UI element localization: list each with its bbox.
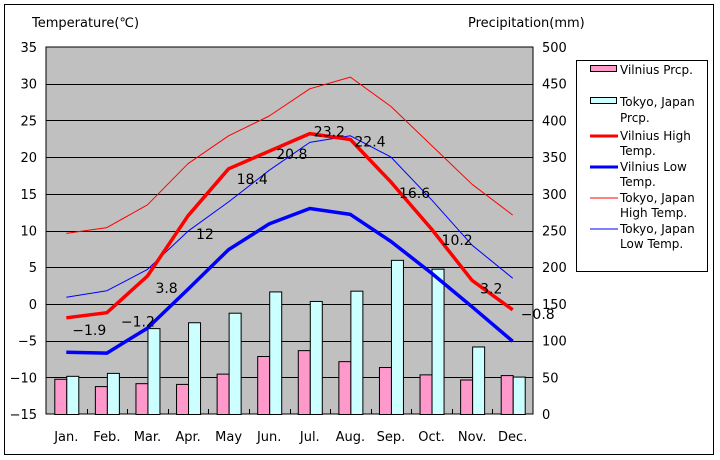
line-vilnius-low-temp- — [66, 206, 514, 355]
data-label: −1.9 — [72, 323, 106, 339]
plot-area — [45, 46, 534, 415]
left-axis-title: Temperature(℃) — [31, 16, 139, 31]
left-axis-ticks: 35 30 25 20 15 10 5 0 −5 −10 −15 — [10, 41, 37, 423]
right-tick-label: 50 — [542, 371, 559, 386]
right-tick-label: 0 — [542, 408, 550, 423]
x-tick-label: Oct. — [418, 430, 445, 445]
bar-tokyo-japan-prcp--10 — [472, 346, 486, 415]
data-label: 3.2 — [480, 281, 502, 297]
legend-label: Vilnius Prcp. — [620, 63, 693, 77]
right-tick-label: 400 — [542, 114, 567, 129]
x-axis-ticks: Jan. Feb. Mar. Apr. May Jun. Jul. Aug. Sep. Oct. N… — [53, 409, 527, 445]
left-tick-label: 15 — [20, 188, 37, 203]
data-label: −0.8 — [521, 307, 555, 323]
legend-label: High Temp. — [620, 206, 687, 220]
right-axis-title: Precipitation(mm) — [468, 16, 585, 31]
bar-tokyo-japan-prcp--11 — [512, 376, 526, 416]
right-tick-label: 250 — [542, 225, 567, 240]
left-tick-label: 10 — [20, 225, 37, 240]
bar-tokyo-japan-prcp--2 — [147, 328, 161, 416]
bar-vilnius-prcp--2 — [135, 383, 149, 415]
legend-swatch-1 — [590, 97, 617, 104]
x-tick-label: Mar. — [134, 430, 161, 445]
lines — [66, 76, 514, 355]
right-tick-label: 450 — [542, 78, 567, 93]
legend-label: Tokyo, Japan — [619, 95, 695, 109]
legend-label: Low Temp. — [620, 237, 683, 251]
x-tick-label: Aug. — [336, 430, 366, 445]
bar-vilnius-prcp--1 — [94, 386, 108, 416]
x-tick-label: Jul. — [299, 430, 320, 445]
bar-tokyo-japan-prcp--1 — [106, 372, 120, 415]
x-tick-label: Feb. — [93, 430, 120, 445]
data-label: 12 — [196, 227, 214, 243]
bars — [54, 259, 526, 416]
line-tokyo-japan-high-temp- — [66, 76, 514, 234]
legend-label: Vilnius High — [620, 129, 691, 143]
bar-vilnius-prcp--11 — [500, 375, 514, 415]
left-tick-label: −10 — [10, 371, 37, 386]
left-tick-label: 20 — [20, 151, 37, 166]
legend-label: Temp. — [619, 175, 656, 189]
bar-vilnius-prcp--3 — [176, 383, 190, 416]
legend: Vilnius Prcp. Tokyo, Japan Prcp. Vilnius Hi… — [576, 60, 708, 272]
bar-tokyo-japan-prcp--0 — [66, 375, 80, 415]
left-tick-label: −5 — [18, 335, 37, 350]
bar-vilnius-prcp--8 — [378, 367, 392, 415]
bar-vilnius-prcp--7 — [338, 361, 352, 416]
data-label: 23.2 — [314, 125, 345, 141]
data-label: 22.4 — [354, 134, 385, 150]
data-label: −1.2 — [121, 315, 155, 331]
x-tick-label: Jan. — [53, 430, 78, 445]
bar-tokyo-japan-prcp--3 — [188, 322, 202, 415]
bar-vilnius-prcp--5 — [257, 356, 271, 416]
data-label: 16.6 — [399, 186, 430, 202]
bar-tokyo-japan-prcp--7 — [350, 290, 364, 415]
left-tick-label: 25 — [20, 114, 37, 129]
legend-label: Prcp. — [620, 111, 650, 125]
bar-tokyo-japan-prcp--9 — [431, 268, 445, 415]
data-label: 3.8 — [155, 281, 177, 297]
x-tick-label: May — [215, 430, 242, 445]
x-tick-label: Jun. — [256, 430, 281, 445]
right-tick-label: 300 — [542, 188, 567, 203]
right-tick-label: 100 — [542, 335, 567, 350]
x-tick-label: Nov. — [458, 430, 487, 445]
x-tick-label: Dec. — [498, 430, 527, 445]
line-vilnius-high-temp- — [66, 131, 514, 320]
bar-vilnius-prcp--4 — [216, 373, 230, 416]
bar-tokyo-japan-prcp--6 — [309, 300, 323, 415]
gridlines — [46, 84, 533, 378]
bar-tokyo-japan-prcp--8 — [390, 259, 404, 415]
legend-label: Tokyo, Japan — [619, 222, 695, 236]
bar-tokyo-japan-prcp--5 — [269, 291, 283, 415]
legend-label: Temp. — [619, 144, 656, 158]
x-tick-label: Apr. — [175, 430, 200, 445]
left-tick-label: 30 — [20, 78, 37, 93]
bar-tokyo-japan-prcp--4 — [228, 312, 242, 416]
left-tick-label: −15 — [10, 408, 37, 423]
data-label: 18.4 — [237, 172, 268, 188]
legend-label: Vilnius Low — [620, 160, 687, 174]
left-tick-label: 35 — [20, 41, 37, 56]
right-tick-label: 500 — [542, 41, 567, 56]
bar-vilnius-prcp--10 — [460, 379, 474, 416]
line-tokyo-japan-low-temp- — [66, 135, 514, 298]
x-tick-label: Sep. — [377, 430, 406, 445]
bar-vilnius-prcp--0 — [54, 378, 68, 416]
data-label: 10.2 — [442, 233, 473, 249]
legend-swatch-0 — [590, 65, 617, 72]
data-label: 20.8 — [276, 147, 307, 163]
left-tick-label: 0 — [29, 298, 37, 313]
bar-vilnius-prcp--9 — [419, 374, 433, 416]
right-tick-label: 200 — [542, 261, 567, 276]
bar-vilnius-prcp--6 — [297, 350, 311, 415]
left-tick-label: 5 — [29, 261, 37, 276]
data-labels: −1.9 −1.2 3.8 12 18.4 20.8 23.2 22.4 16.6 10.2 3.2… — [72, 125, 554, 339]
right-tick-label: 150 — [542, 298, 567, 313]
right-tick-label: 350 — [542, 151, 567, 166]
legend-label: Tokyo, Japan — [619, 191, 695, 205]
